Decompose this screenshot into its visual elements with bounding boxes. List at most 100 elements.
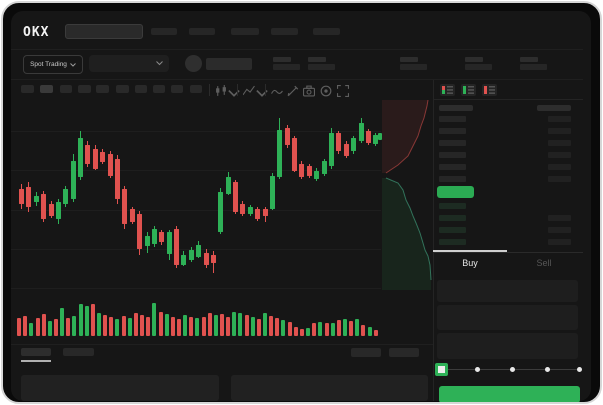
topbar-divider bbox=[11, 49, 583, 50]
bottom-action-button[interactable] bbox=[351, 348, 381, 357]
buy-submit-button[interactable] bbox=[439, 386, 580, 402]
candle-body bbox=[218, 191, 224, 233]
candle-body bbox=[306, 165, 312, 176]
trendline-icon[interactable] bbox=[271, 86, 283, 98]
price-field[interactable] bbox=[437, 280, 578, 302]
interval-button[interactable] bbox=[190, 85, 202, 93]
slider-stop-dot[interactable] bbox=[577, 367, 582, 372]
bottom-tab-orders[interactable] bbox=[21, 348, 51, 356]
volume-bar bbox=[330, 323, 335, 336]
interval-button[interactable] bbox=[153, 85, 165, 93]
book-asks-icon[interactable] bbox=[482, 84, 497, 96]
interval-button[interactable] bbox=[171, 85, 183, 93]
chevron-down-icon bbox=[70, 62, 76, 67]
ask-price-placeholder[interactable] bbox=[439, 164, 466, 170]
camera-icon[interactable] bbox=[303, 85, 315, 97]
book-bids-icon[interactable] bbox=[461, 84, 476, 96]
book-combined-icon[interactable] bbox=[440, 84, 455, 96]
candle-body bbox=[299, 163, 305, 177]
search-input[interactable] bbox=[65, 24, 143, 39]
interval-button[interactable] bbox=[116, 85, 129, 93]
depth-ask-area bbox=[382, 100, 428, 173]
candle-body bbox=[63, 188, 69, 204]
ask-price-placeholder[interactable] bbox=[439, 176, 466, 182]
active-tab-underline bbox=[433, 250, 507, 252]
volume-bar bbox=[232, 312, 237, 336]
bid-price-placeholder[interactable] bbox=[439, 227, 466, 233]
nav-item-placeholder[interactable] bbox=[189, 28, 215, 35]
settings-icon[interactable] bbox=[320, 85, 332, 97]
okx-logo[interactable]: OKX bbox=[23, 25, 50, 40]
candle-body bbox=[365, 131, 371, 144]
candle-body bbox=[114, 158, 120, 199]
nav-item-placeholder[interactable] bbox=[231, 28, 259, 35]
interval-button[interactable] bbox=[96, 85, 109, 93]
slider-stop-dot[interactable] bbox=[510, 367, 515, 372]
bid-amount-placeholder bbox=[548, 227, 571, 233]
depth-chart bbox=[382, 100, 432, 290]
candle-body bbox=[41, 194, 47, 220]
bottom-tab-history[interactable] bbox=[63, 348, 94, 356]
pair-selector-dropdown[interactable] bbox=[89, 55, 169, 72]
candle-body bbox=[19, 188, 24, 204]
ask-amount-placeholder bbox=[548, 140, 571, 146]
market-type-dropdown[interactable]: Spot Trading bbox=[23, 55, 83, 74]
candle-body bbox=[262, 209, 268, 217]
ask-price-placeholder[interactable] bbox=[439, 140, 466, 146]
nav-item-placeholder[interactable] bbox=[151, 28, 177, 35]
chevron-down-icon[interactable] bbox=[256, 88, 268, 100]
bid-price-placeholder[interactable] bbox=[439, 239, 466, 245]
candle-body bbox=[225, 176, 231, 194]
bottom-active-tab-underline bbox=[21, 360, 51, 362]
ticker-stat-label-placeholder bbox=[273, 57, 291, 62]
ticker-stat-value-placeholder bbox=[308, 64, 335, 70]
volume-bar bbox=[373, 330, 378, 336]
last-price-bar[interactable] bbox=[437, 186, 474, 198]
slider-stop-dot[interactable] bbox=[475, 367, 480, 372]
candle-body bbox=[321, 160, 327, 174]
amount-field[interactable] bbox=[437, 305, 578, 330]
nav-item-placeholder[interactable] bbox=[271, 28, 298, 35]
volume-bar bbox=[41, 314, 46, 336]
candle-body bbox=[358, 123, 364, 142]
bottom-divider bbox=[11, 344, 433, 345]
draw-icon[interactable] bbox=[287, 85, 299, 97]
volume-bar bbox=[349, 321, 354, 336]
fullscreen-icon[interactable] bbox=[337, 85, 349, 97]
bid-price-placeholder[interactable] bbox=[439, 215, 466, 221]
total-field[interactable] bbox=[437, 333, 578, 359]
volume-bar bbox=[287, 322, 292, 336]
candle-style-icon[interactable] bbox=[215, 85, 227, 97]
indicators-icon[interactable] bbox=[243, 85, 255, 97]
tab-sell[interactable]: Sell bbox=[536, 258, 552, 268]
ticker-stat-label-placeholder bbox=[308, 57, 326, 62]
volume-bar bbox=[53, 319, 58, 336]
nav-item-placeholder[interactable] bbox=[313, 28, 340, 35]
interval-button[interactable] bbox=[40, 85, 53, 93]
candle-body bbox=[188, 249, 194, 260]
tab-buy[interactable]: Buy bbox=[462, 258, 478, 268]
chevron-down-icon[interactable] bbox=[228, 88, 240, 100]
volume-bar bbox=[226, 317, 231, 336]
ask-price-placeholder[interactable] bbox=[439, 152, 466, 158]
chart-gridline bbox=[11, 210, 381, 211]
volume-bar bbox=[244, 315, 249, 336]
volume-bar bbox=[29, 323, 34, 336]
interval-button[interactable] bbox=[135, 85, 147, 93]
interval-button[interactable] bbox=[21, 85, 34, 93]
candle-body bbox=[373, 135, 379, 144]
volume-bar bbox=[47, 321, 52, 336]
bid-price-placeholder[interactable] bbox=[439, 203, 466, 209]
volume-bar bbox=[263, 313, 267, 336]
interval-button[interactable] bbox=[60, 85, 72, 93]
orderbook-amount-header-placeholder bbox=[537, 105, 571, 111]
ask-price-placeholder[interactable] bbox=[439, 128, 466, 134]
interval-button[interactable] bbox=[78, 85, 91, 93]
volume-bar bbox=[133, 313, 138, 336]
volume-bar bbox=[189, 317, 194, 336]
candle-body bbox=[159, 232, 165, 243]
amount-slider-handle[interactable] bbox=[435, 363, 448, 376]
slider-stop-dot[interactable] bbox=[545, 367, 550, 372]
ask-price-placeholder[interactable] bbox=[439, 116, 466, 122]
bottom-action-button[interactable] bbox=[389, 348, 419, 357]
